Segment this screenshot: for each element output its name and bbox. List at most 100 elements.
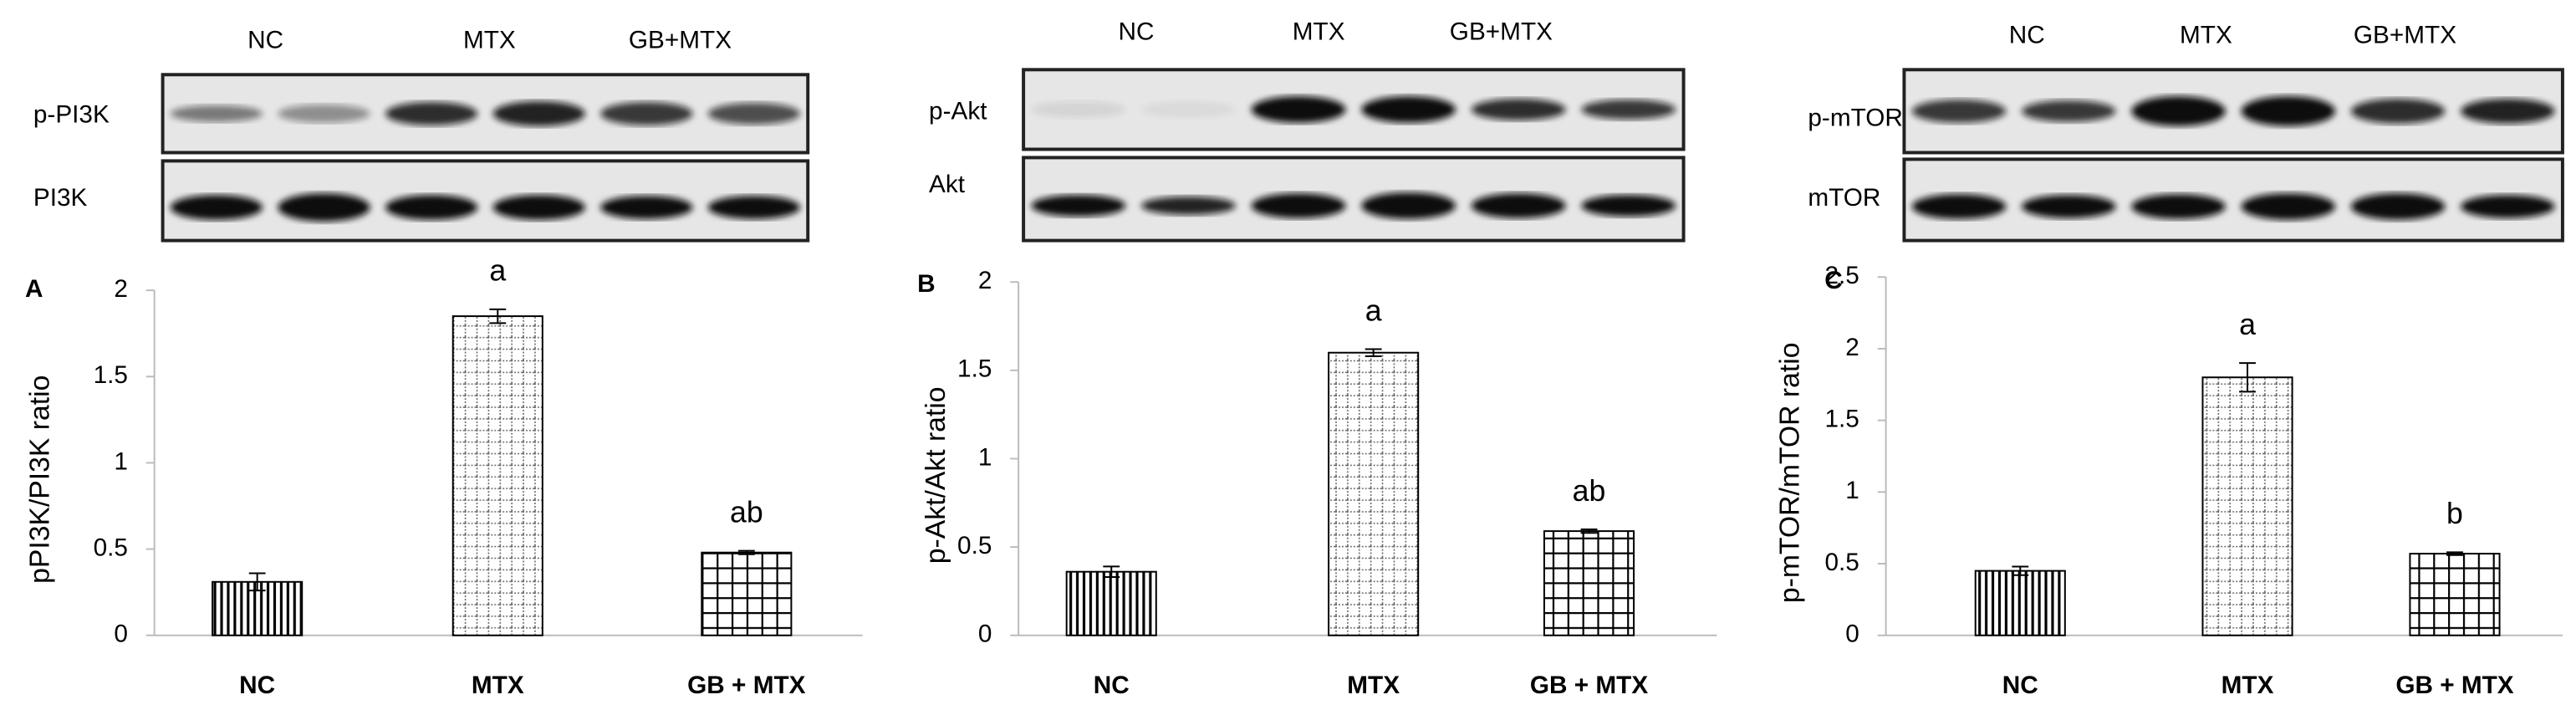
blot-band xyxy=(1251,96,1346,123)
blot-band xyxy=(170,105,263,122)
blot-band xyxy=(278,104,370,123)
bar xyxy=(1974,570,2066,636)
bar xyxy=(1328,351,1420,636)
blot-band xyxy=(492,195,585,220)
y-tick-label: 0.5 xyxy=(1825,549,1859,576)
blot-panel xyxy=(161,159,810,243)
blot-band xyxy=(600,101,693,125)
bar xyxy=(701,551,793,636)
blot-band xyxy=(278,193,370,222)
bar xyxy=(1065,570,1157,636)
blot-lane-label: NC xyxy=(1119,18,1155,46)
annotation: a xyxy=(2239,308,2256,341)
blot-lane-label: NC xyxy=(247,26,283,54)
blot-row-label: p-Akt xyxy=(929,98,987,125)
blot-band xyxy=(1581,195,1676,217)
panel-label: A xyxy=(25,275,43,303)
error-bar xyxy=(1580,528,1598,534)
blot-band xyxy=(1361,192,1456,219)
error-bar xyxy=(1365,348,1382,357)
blot-band xyxy=(385,195,478,220)
blot-band xyxy=(1031,195,1126,217)
y-tick-label: 1 xyxy=(114,447,128,475)
panel-label: B xyxy=(917,270,936,298)
annotation: b xyxy=(2446,497,2463,530)
error-bar xyxy=(1103,565,1120,579)
blot-band xyxy=(2241,96,2336,126)
blot-band xyxy=(1141,101,1236,118)
y-tick-label: 1.5 xyxy=(1825,406,1859,433)
blot-band xyxy=(385,101,478,125)
annotation: a xyxy=(1365,294,1382,327)
bar xyxy=(2201,376,2293,636)
blot-row-label: mTOR xyxy=(1808,184,1880,212)
blot-band xyxy=(2022,195,2116,218)
blot-band xyxy=(170,195,263,220)
error-bar xyxy=(737,549,755,555)
blot-band xyxy=(707,102,801,125)
blot-band xyxy=(1031,101,1126,118)
blot-lane-label: GB+MTX xyxy=(2354,21,2456,49)
blot-lane-label: GB+MTX xyxy=(629,26,732,54)
blot-band xyxy=(1471,99,1566,120)
blot-band xyxy=(707,196,801,219)
blot-band xyxy=(1141,197,1236,215)
blot-band xyxy=(2241,193,2336,220)
blot-band xyxy=(2461,99,2555,124)
x-tick-label: GB + MTX xyxy=(687,672,805,699)
y-tick-label: 1.5 xyxy=(94,361,128,389)
blot-band xyxy=(1911,194,2007,219)
blot-panel xyxy=(161,73,810,155)
blot-lane-label: MTX xyxy=(2180,21,2232,49)
bar xyxy=(451,315,543,636)
blot-band xyxy=(1361,96,1456,123)
y-tick-label: 0.5 xyxy=(957,532,992,559)
error-bar xyxy=(2239,362,2256,393)
error-bar xyxy=(2012,565,2029,576)
error-bar xyxy=(2446,551,2463,556)
y-tick-label: 0.5 xyxy=(94,534,128,561)
blot-band xyxy=(492,101,585,126)
y-tick-label: 0 xyxy=(978,621,992,648)
y-tick-label: 2 xyxy=(114,275,128,303)
blot-row-label: p-mTOR xyxy=(1808,105,1903,132)
annotation: ab xyxy=(1573,474,1606,508)
blot-band xyxy=(1911,100,2007,123)
error-bar xyxy=(489,308,507,324)
blot-band xyxy=(2022,100,2116,122)
y-tick-label: 2 xyxy=(978,267,992,294)
blot-band xyxy=(2461,195,2555,218)
y-tick-label: 0 xyxy=(1845,621,1859,648)
annotation: ab xyxy=(730,495,763,529)
x-tick-label: NC xyxy=(2002,672,2038,699)
blot-band xyxy=(1251,193,1346,218)
blot-lane-label: GB+MTX xyxy=(1450,18,1553,46)
x-tick-label: MTX xyxy=(1347,672,1400,699)
blot-band xyxy=(1581,100,1676,120)
annotation: a xyxy=(489,254,506,288)
blot-band xyxy=(600,196,693,219)
blot-panel xyxy=(1902,68,2564,155)
y-tick-label: 2.5 xyxy=(1825,262,1859,289)
y-axis-label: pPI3K/PI3K ratio xyxy=(24,375,56,584)
x-tick-label: MTX xyxy=(472,672,524,699)
y-tick-label: 1 xyxy=(978,443,992,471)
y-axis-label: p-Akt/Akt ratio xyxy=(920,386,951,564)
blot-lane-label: MTX xyxy=(463,26,516,54)
blot-band xyxy=(2350,193,2446,220)
blot-row-label: p-PI3K xyxy=(33,101,110,129)
blot-panel xyxy=(1022,68,1686,151)
blot-band xyxy=(2350,99,2446,124)
x-tick-label: MTX xyxy=(2221,672,2274,699)
blot-panel xyxy=(1902,157,2564,243)
x-tick-label: NC xyxy=(239,672,275,699)
bar xyxy=(2409,553,2501,636)
y-axis-label: p-mTOR/mTOR ratio xyxy=(1773,343,1805,604)
bar xyxy=(1543,530,1635,636)
panel-label: C xyxy=(1824,267,1842,294)
blot-band xyxy=(2131,96,2226,126)
y-tick-label: 2 xyxy=(1845,334,1859,361)
blot-panel xyxy=(1022,156,1686,243)
